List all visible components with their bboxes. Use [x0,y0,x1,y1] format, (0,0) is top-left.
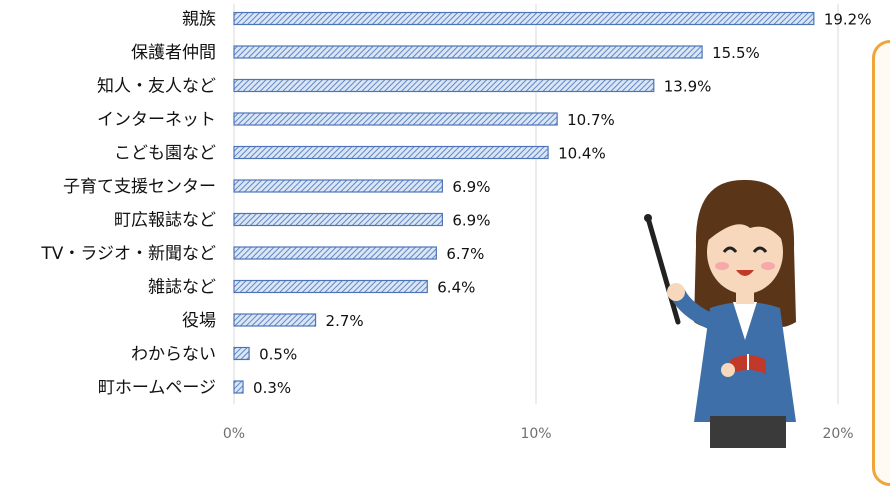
value-label: 0.3% [253,379,291,397]
bar [233,246,437,260]
bar [233,179,443,193]
bar [233,279,428,294]
value-label: 6.7% [446,245,484,263]
value-label: 0.5% [259,346,297,364]
category-labels: 親族保護者仲間知人・友人などインターネットこども園など子育て支援センター町広報誌… [40,10,216,399]
value-label: 19.2% [824,11,872,29]
bar [233,11,815,26]
bar [233,346,250,361]
gridlines [233,4,839,404]
category-label: こども園など [114,144,216,164]
bar [233,45,703,59]
bar [233,380,244,394]
value-label: 10.4% [558,145,606,163]
value-labels: 19.2% 15.5%13.9% 10.7% 10.4% 6.9% 6.9% 6.7% 6.4… [253,11,871,398]
callout-box [872,40,890,486]
x-tick-label: 10% [520,426,551,442]
category-label: わからない [131,345,216,365]
x-tick-label: 0% [223,426,245,442]
category-label: TV・ラジオ・新聞など [40,244,216,264]
category-label: 町ホームページ [98,378,216,398]
x-tick-label: 20% [822,426,853,442]
category-label: 雑誌など [148,278,216,298]
category-label: 親族 [182,10,216,30]
category-label: 役場 [182,311,216,331]
teacher-with-pointer-icon [644,179,796,448]
bar [233,313,317,327]
category-label: 町広報誌など [114,211,216,231]
category-label: 保護者仲間 [131,43,216,63]
value-label: 6.4% [437,279,475,297]
value-label: 13.9% [664,78,712,96]
chart-stage: 親族保護者仲間知人・友人など インターネットこども園など子育て支援センター町広報誌… [40,4,890,486]
value-label: 10.7% [567,111,615,129]
x-axis-ticks: 0% 10% 20% [223,426,854,442]
category-label: 子育て支援センター [63,177,216,197]
value-label: 15.5% [712,44,760,62]
bar-chart: 親族保護者仲間知人・友人などインターネットこども園など子育て支援センター町広報誌… [40,4,871,442]
bar [233,145,549,160]
category-label: インターネット [97,110,216,130]
value-label: 2.7% [326,312,364,330]
bar [233,212,443,227]
bar [233,112,558,126]
bars [233,11,815,394]
value-label: 6.9% [452,178,490,196]
category-label: 知人・友人など [97,77,216,97]
value-label: 6.9% [452,212,490,230]
bar [233,78,655,93]
